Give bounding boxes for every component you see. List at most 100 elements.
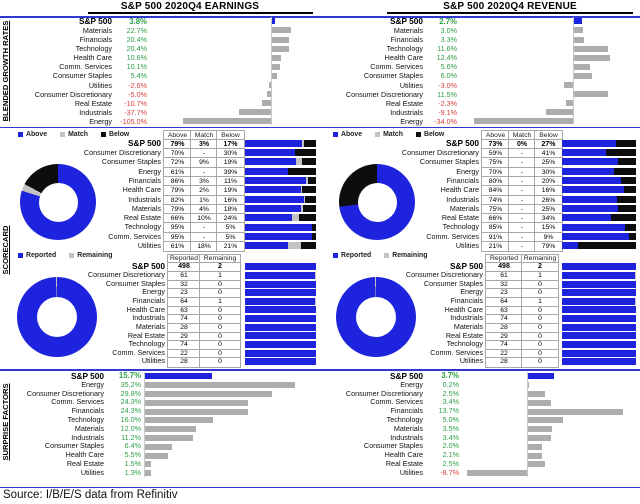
stack-segment: [562, 195, 617, 203]
bar-chart-axis: [573, 17, 574, 125]
sector-value: 24.3%: [120, 406, 141, 416]
sector-bar: [272, 36, 290, 43]
scorecard-stacked-bar: [245, 204, 316, 212]
sector-label: Comm. Services: [370, 397, 423, 407]
sector-bar: [574, 91, 608, 98]
sector-label: Real Estate: [385, 459, 423, 468]
sector-label: Utilities: [137, 241, 161, 250]
stack-segment: [308, 177, 316, 184]
sector-label: Health Care: [440, 185, 479, 195]
sector-label: Materials: [393, 26, 423, 36]
legend-swatch-icon: [18, 132, 23, 137]
stack-segment: [296, 158, 303, 166]
stack-segment: [562, 204, 618, 212]
sector-label: S&P 500: [445, 137, 479, 148]
sector-bar: [266, 91, 271, 98]
stack-segment: [610, 214, 636, 222]
stack-segment: [562, 149, 606, 157]
stack-segment: [616, 139, 636, 147]
sector-value: 3.4%: [442, 397, 459, 407]
sector-label: Utilities: [141, 356, 165, 366]
sector-label: Technology: [442, 222, 479, 232]
sector-bar: [145, 435, 193, 441]
sector-label: Comm. Services: [430, 347, 483, 357]
sector-label: Consumer Discretionary: [83, 148, 161, 157]
revenue-title-underline: [387, 12, 633, 15]
sector-label: Real Estate: [74, 98, 112, 108]
sector-value: -2.3%: [438, 98, 457, 108]
stack-segment: [562, 332, 636, 340]
stack-segment: [245, 306, 316, 314]
sector-label: Health Care: [444, 304, 483, 314]
bar-chart-axis: [271, 17, 272, 125]
sector-label: Consumer Discretionary: [87, 269, 165, 279]
section-divider-growth: [0, 126, 640, 129]
stack-segment: [577, 242, 636, 250]
table-cell: 21%: [216, 241, 245, 253]
sector-label: Utilities: [459, 356, 483, 366]
reported-stacked-bar: [245, 332, 316, 340]
sector-value: 3.8%: [129, 17, 147, 26]
sector-value: 3.3%: [440, 35, 457, 45]
scorecard-stacked-bar: [245, 232, 316, 240]
sector-value: 3.5%: [442, 423, 459, 433]
sector-bar: [268, 81, 271, 88]
sector-label: S&P 500: [131, 261, 165, 272]
sector-bar: [574, 72, 592, 79]
sector-bar: [145, 408, 249, 415]
bar-chart-axis: [144, 372, 145, 477]
sector-label: Industrials: [132, 313, 165, 323]
sector-label: Comm. Services: [59, 62, 112, 72]
sector-value: 15.7%: [118, 371, 141, 380]
reported-stacked-bar: [245, 315, 316, 323]
scorecard-stacked-bar: [562, 149, 636, 157]
sector-value: 35.2%: [120, 379, 141, 389]
sector-value: 6.4%: [124, 441, 141, 451]
sector-value: -10.7%: [124, 98, 147, 108]
sector-value: 29.8%: [120, 388, 141, 398]
stack-segment: [301, 242, 316, 250]
sector-bar: [528, 399, 552, 406]
scorecard-stacked-bar: [562, 186, 636, 194]
sector-bar: [272, 27, 292, 34]
scorecard-stacked-bar: [245, 223, 316, 231]
stack-segment: [302, 186, 316, 194]
stack-segment: [562, 289, 636, 297]
table-cell: 0: [521, 357, 559, 369]
legend-item: Remaining: [384, 252, 427, 259]
table-cell: -: [508, 241, 536, 253]
legend-item: Reported: [333, 252, 371, 259]
sector-label: Utilities: [80, 467, 104, 477]
sector-label: Materials: [453, 321, 483, 331]
sector-label: Financials: [71, 406, 104, 416]
reported-stacked-bar: [245, 271, 316, 279]
sector-label: Energy: [89, 116, 112, 126]
sector-value: 11.2%: [121, 432, 141, 442]
above-match-below-legend: Above Match Below: [333, 131, 444, 138]
stack-segment: [605, 149, 636, 157]
legend-label: Above: [26, 131, 48, 138]
stack-segment: [562, 223, 625, 231]
sector-label: S&P 500: [70, 371, 104, 381]
stack-segment: [314, 271, 316, 279]
reported-stacked-bar: [562, 289, 636, 297]
stack-segment: [245, 358, 316, 366]
stack-segment: [245, 242, 289, 250]
sector-value: 11.5%: [437, 89, 457, 99]
legend-swatch-icon: [18, 253, 23, 258]
sector-label: Real Estate: [123, 213, 161, 223]
sector-label: Energy: [456, 166, 479, 176]
sector-label: Comm. Services: [108, 231, 161, 241]
reported-donut: [336, 277, 416, 357]
sector-bar: [272, 54, 281, 61]
sector-label: Technology: [124, 222, 161, 232]
sector-label: Industrials: [390, 107, 423, 117]
legend-label: Below: [108, 131, 130, 138]
sector-bar: [145, 373, 212, 380]
stack-segment: [245, 167, 289, 175]
stack-segment: [613, 167, 636, 175]
sector-label: Utilities: [399, 80, 423, 90]
scorecard-stacked-bar: [245, 186, 316, 194]
sector-label: Consumer Discretionary: [345, 388, 423, 398]
legend-swatch-icon: [333, 132, 338, 137]
